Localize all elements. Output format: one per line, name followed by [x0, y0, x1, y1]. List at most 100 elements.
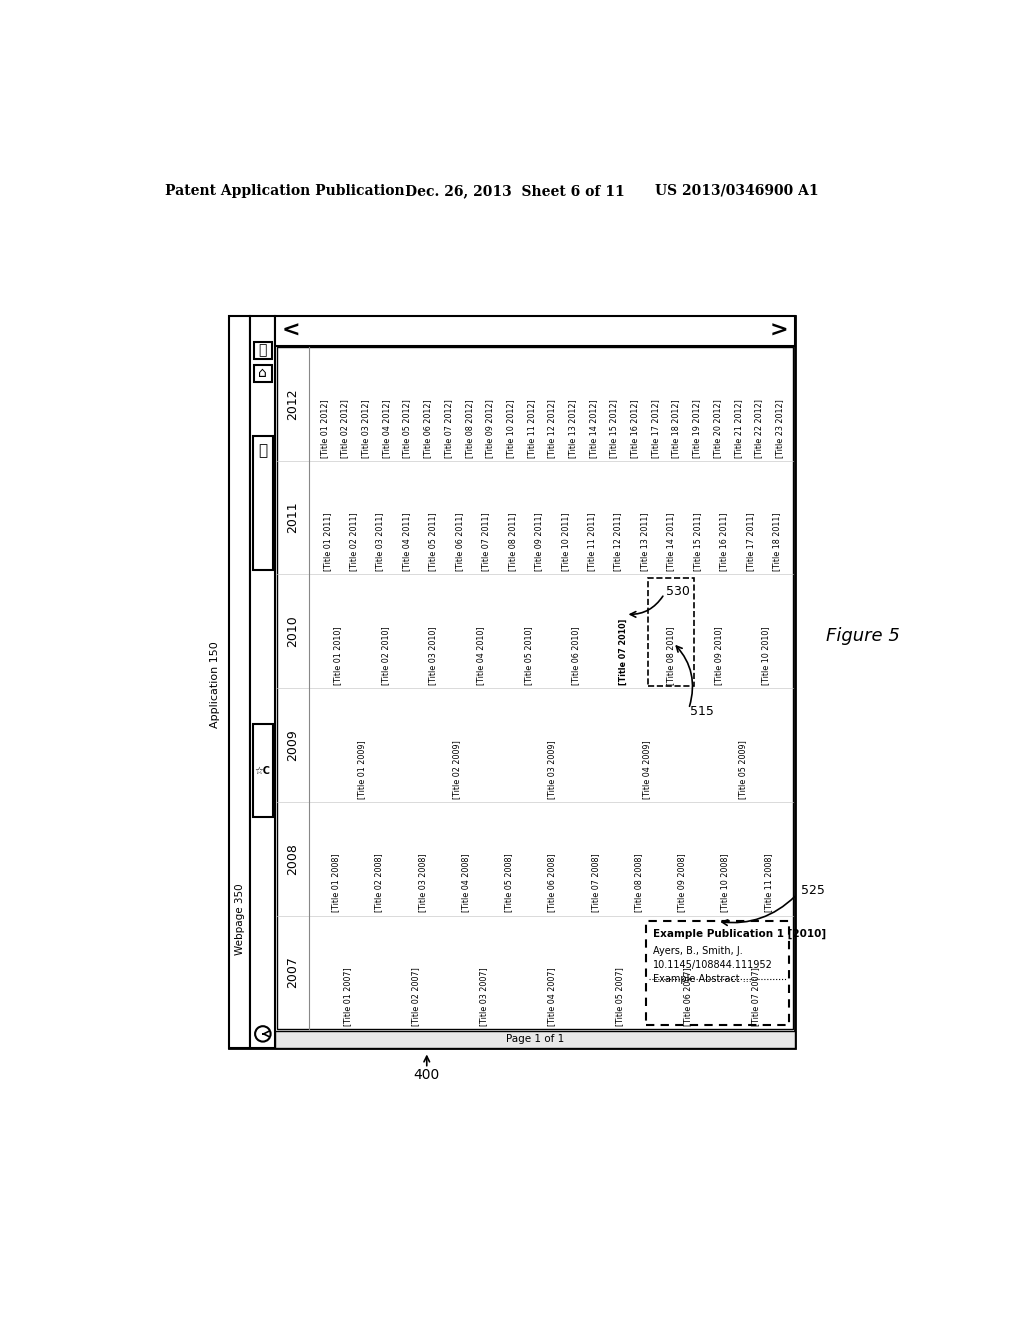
Bar [276, 347, 793, 1030]
Text: 2009: 2009 [287, 729, 300, 760]
Text: [Title 20 2012]: [Title 20 2012] [713, 399, 722, 458]
Text: Example Abstract ...: Example Abstract ... [653, 974, 753, 983]
Bar [228, 317, 251, 1048]
Text: ☆C: ☆C [255, 766, 271, 776]
Text: [Title 23 2012]: [Title 23 2012] [775, 399, 784, 458]
Text: [Title 16 2011]: [Title 16 2011] [719, 512, 728, 572]
Text: [Title 03 2012]: [Title 03 2012] [361, 399, 371, 458]
Text: 515: 515 [690, 705, 714, 718]
Text: [Title 15 2011]: [Title 15 2011] [693, 512, 701, 572]
Text: [Title 11 2012]: [Title 11 2012] [526, 399, 536, 458]
Text: [Title 06 2011]: [Title 06 2011] [455, 512, 464, 572]
Text: [Title 05 2010]: [Title 05 2010] [523, 626, 532, 685]
Bar [254, 364, 272, 381]
Text: Application 150: Application 150 [210, 642, 220, 729]
Text: [Title 07 2012]: [Title 07 2012] [444, 399, 453, 458]
Text: [Title 04 2010]: [Title 04 2010] [476, 627, 485, 685]
Text: [Title 05 2009]: [Title 05 2009] [737, 741, 746, 799]
Text: [Title 08 2008]: [Title 08 2008] [634, 854, 643, 912]
Text: 530: 530 [666, 585, 690, 598]
Text: [Title 03 2007]: [Title 03 2007] [479, 968, 488, 1026]
Bar [275, 317, 795, 346]
Text: 2010: 2010 [287, 615, 300, 647]
Text: 400: 400 [414, 1068, 440, 1081]
Text: [Title 05 2011]: [Title 05 2011] [428, 512, 437, 572]
Text: [Title 04 2008]: [Title 04 2008] [461, 854, 470, 912]
Text: Example Publication 1 [2010]: Example Publication 1 [2010] [653, 929, 826, 940]
Text: [Title 07 2008]: [Title 07 2008] [591, 854, 600, 912]
Bar [254, 342, 272, 359]
Text: 2012: 2012 [287, 388, 300, 420]
Text: ⎙: ⎙ [259, 343, 267, 358]
Text: [Title 11 2008]: [Title 11 2008] [764, 854, 773, 912]
Text: [Title 03 2008]: [Title 03 2008] [418, 854, 427, 912]
Text: [Title 09 2011]: [Title 09 2011] [535, 512, 543, 572]
Text: [Title 16 2012]: [Title 16 2012] [630, 399, 639, 458]
Text: [Title 03 2010]: [Title 03 2010] [428, 627, 437, 685]
Text: 525: 525 [801, 884, 824, 898]
Text: <: < [282, 321, 300, 341]
Text: [Title 03 2009]: [Title 03 2009] [548, 741, 556, 799]
Text: ⌕: ⌕ [258, 444, 267, 458]
Text: 10.1145/108844.111952: 10.1145/108844.111952 [653, 960, 773, 970]
Text: Webpage 350: Webpage 350 [234, 883, 245, 956]
Text: [Title 09 2012]: [Title 09 2012] [485, 399, 495, 458]
Text: [Title 17 2012]: [Title 17 2012] [651, 399, 659, 458]
Text: [Title 09 2010]: [Title 09 2010] [714, 626, 723, 685]
Text: [Title 05 2007]: [Title 05 2007] [615, 968, 625, 1026]
Text: [Title 02 2007]: [Title 02 2007] [412, 968, 421, 1026]
Text: [Title 02 2011]: [Title 02 2011] [349, 512, 358, 572]
Text: 2008: 2008 [287, 842, 300, 875]
Text: Patent Application Publication: Patent Application Publication [165, 183, 404, 198]
Text: [Title 01 2010]: [Title 01 2010] [333, 627, 342, 685]
Text: >: > [770, 321, 788, 341]
Text: [Title 02 2010]: [Title 02 2010] [381, 626, 390, 685]
Text: [Title 21 2012]: [Title 21 2012] [733, 399, 742, 458]
Text: [Title 01 2012]: [Title 01 2012] [319, 399, 329, 458]
Bar [648, 578, 694, 686]
Text: [Title 10 2008]: [Title 10 2008] [721, 854, 729, 912]
Text: [Title 05 2008]: [Title 05 2008] [504, 854, 513, 912]
Text: [Title 17 2011]: [Title 17 2011] [745, 512, 755, 572]
Text: [Title 22 2012]: [Title 22 2012] [755, 399, 763, 458]
Bar [275, 1031, 795, 1048]
Text: [Title 04 2011]: [Title 04 2011] [402, 512, 411, 572]
Text: [Title 06 2010]: [Title 06 2010] [571, 627, 581, 685]
Text: Page 1 of 1: Page 1 of 1 [506, 1035, 564, 1044]
Text: [Title 06 2008]: [Title 06 2008] [548, 854, 556, 912]
Text: [Title 01 2011]: [Title 01 2011] [323, 512, 332, 572]
Text: [Title 12 2011]: [Title 12 2011] [613, 512, 623, 572]
Text: [Title 14 2012]: [Title 14 2012] [589, 399, 598, 458]
Text: [Title 06 2007]: [Title 06 2007] [683, 968, 692, 1026]
Text: [Title 06 2012]: [Title 06 2012] [423, 399, 432, 458]
Circle shape [255, 1026, 270, 1041]
Bar [228, 317, 795, 1048]
Text: [Title 02 2012]: [Title 02 2012] [341, 399, 349, 458]
Text: US 2013/0346900 A1: US 2013/0346900 A1 [655, 183, 818, 198]
Text: [Title 02 2008]: [Title 02 2008] [375, 854, 383, 912]
Text: [Title 13 2011]: [Title 13 2011] [640, 512, 649, 572]
Text: [Title 04 2009]: [Title 04 2009] [643, 741, 651, 799]
Text: [Title 11 2011]: [Title 11 2011] [587, 512, 596, 572]
Text: 2007: 2007 [287, 957, 300, 989]
Text: [Title 10 2012]: [Title 10 2012] [506, 399, 515, 458]
Text: [Title 18 2012]: [Title 18 2012] [672, 399, 681, 458]
Text: [Title 07 2011]: [Title 07 2011] [481, 512, 490, 572]
Text: [Title 10 2011]: [Title 10 2011] [561, 512, 569, 572]
Text: [Title 18 2011]: [Title 18 2011] [772, 512, 781, 572]
Text: [Title 07 2010]: [Title 07 2010] [618, 619, 628, 685]
Text: [Title 07 2007]: [Title 07 2007] [752, 968, 761, 1026]
Bar [253, 725, 273, 817]
Text: [Title 19 2012]: [Title 19 2012] [692, 399, 701, 458]
Bar [251, 317, 275, 1048]
Text: [Title 05 2012]: [Title 05 2012] [402, 399, 412, 458]
Text: [Title 04 2007]: [Title 04 2007] [548, 968, 556, 1026]
Text: [Title 01 2008]: [Title 01 2008] [331, 854, 340, 912]
Text: [Title 14 2011]: [Title 14 2011] [667, 512, 676, 572]
Text: [Title 09 2008]: [Title 09 2008] [677, 854, 686, 912]
Text: 2011: 2011 [287, 502, 300, 533]
Text: [Title 08 2012]: [Title 08 2012] [465, 399, 474, 458]
Text: [Title 03 2011]: [Title 03 2011] [376, 512, 385, 572]
Text: [Title 13 2012]: [Title 13 2012] [568, 399, 578, 458]
Text: [Title 01 2009]: [Title 01 2009] [357, 741, 367, 799]
